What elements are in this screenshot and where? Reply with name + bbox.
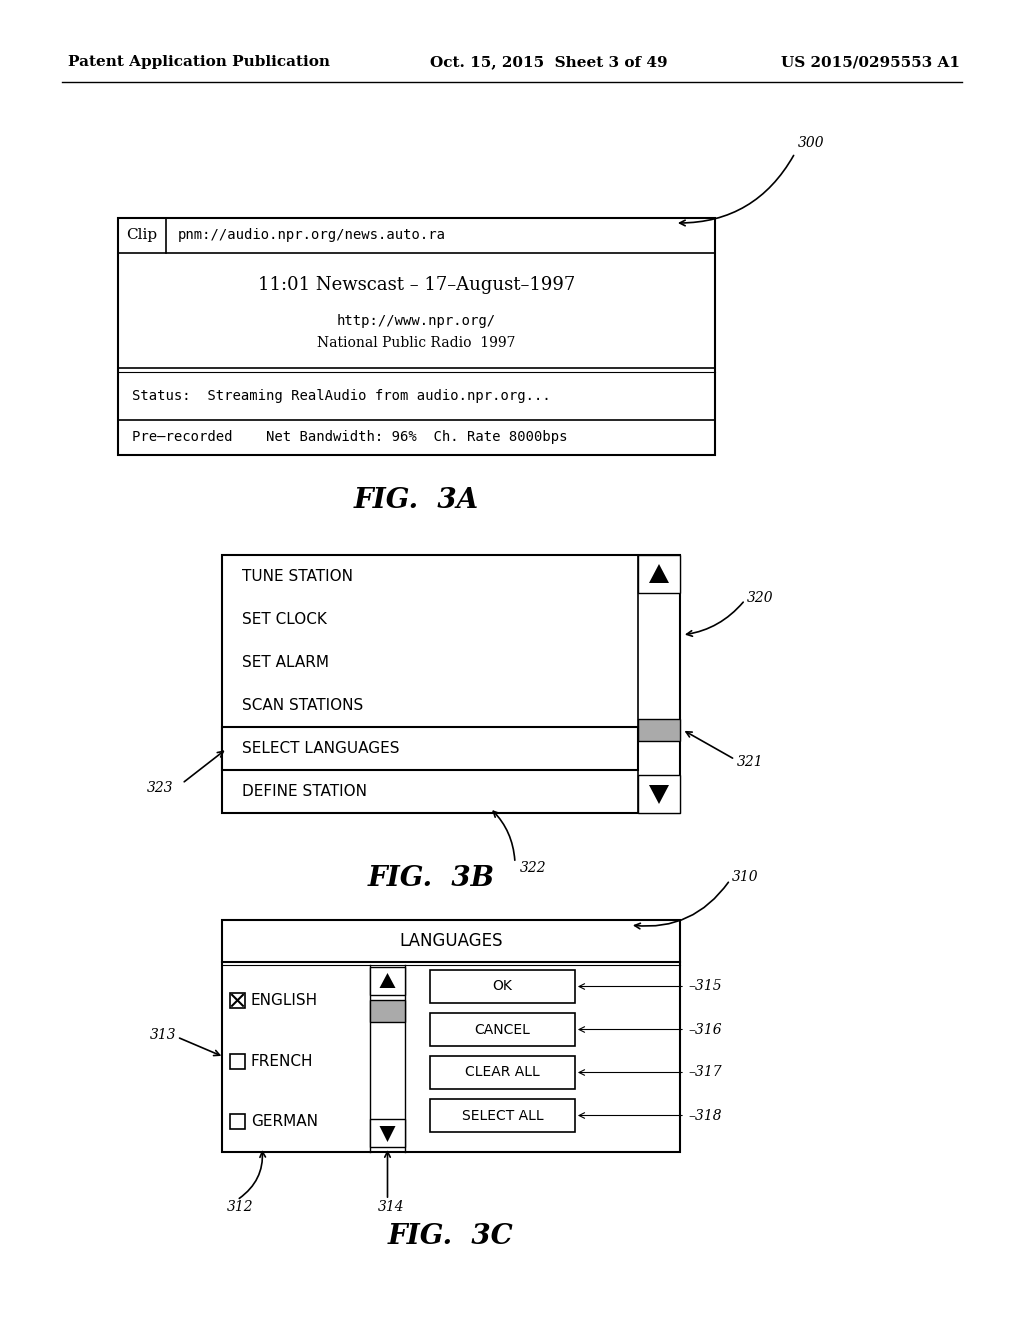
Text: CLEAR ALL: CLEAR ALL [465, 1065, 540, 1080]
Bar [222, 554, 680, 813]
Text: 312: 312 [227, 1200, 254, 1214]
Text: TUNE STATION: TUNE STATION [242, 569, 353, 583]
Polygon shape [380, 1126, 395, 1142]
Bar [370, 968, 406, 995]
Text: SET ALARM: SET ALARM [242, 655, 329, 671]
Bar [370, 1119, 406, 1147]
Bar [230, 1114, 245, 1129]
Polygon shape [649, 564, 669, 583]
Text: –318: –318 [688, 1109, 722, 1122]
Bar [430, 1056, 575, 1089]
Text: 300: 300 [798, 136, 824, 150]
Text: SELECT ALL: SELECT ALL [462, 1109, 544, 1122]
Bar [430, 1012, 575, 1045]
Bar [430, 1100, 575, 1133]
Bar [638, 554, 680, 593]
Bar [638, 718, 680, 741]
Bar [638, 775, 680, 813]
Text: 323: 323 [147, 781, 174, 796]
Text: GERMAN: GERMAN [251, 1114, 318, 1129]
Bar [230, 1053, 245, 1068]
Text: –315: –315 [688, 979, 722, 994]
Text: 322: 322 [520, 861, 547, 875]
Text: FRENCH: FRENCH [251, 1053, 313, 1068]
Text: FIG.  3C: FIG. 3C [388, 1224, 514, 1250]
Text: DEFINE STATION: DEFINE STATION [242, 784, 367, 799]
Text: FIG.  3B: FIG. 3B [368, 865, 495, 891]
Text: ENGLISH: ENGLISH [251, 993, 318, 1008]
Text: 310: 310 [732, 870, 759, 884]
Text: FIG.  3A: FIG. 3A [354, 487, 479, 513]
Text: 11:01 Newscast – 17–August–1997: 11:01 Newscast – 17–August–1997 [258, 276, 575, 294]
Bar [222, 920, 680, 1152]
Text: Clip: Clip [126, 228, 157, 243]
Text: Patent Application Publication: Patent Application Publication [68, 55, 330, 69]
Polygon shape [649, 785, 669, 804]
Text: US 2015/0295553 A1: US 2015/0295553 A1 [781, 55, 961, 69]
Text: SELECT LANGUAGES: SELECT LANGUAGES [242, 741, 399, 756]
Text: SCAN STATIONS: SCAN STATIONS [242, 698, 364, 713]
Text: 321: 321 [737, 755, 764, 768]
Text: –317: –317 [688, 1065, 722, 1080]
Text: CANCEL: CANCEL [474, 1023, 530, 1036]
Polygon shape [380, 973, 395, 987]
Text: 320: 320 [746, 591, 773, 605]
Text: Status:  Streaming RealAudio from audio.npr.org...: Status: Streaming RealAudio from audio.n… [132, 389, 551, 403]
Bar [370, 1001, 406, 1022]
Text: LANGUAGES: LANGUAGES [399, 932, 503, 950]
Text: Pre–recorded    Net Bandwidth: 96%  Ch. Rate 8000bps: Pre–recorded Net Bandwidth: 96% Ch. Rate… [132, 430, 567, 445]
Bar [118, 218, 715, 455]
Text: Oct. 15, 2015  Sheet 3 of 49: Oct. 15, 2015 Sheet 3 of 49 [430, 55, 668, 69]
Text: OK: OK [493, 979, 512, 994]
Text: SET CLOCK: SET CLOCK [242, 612, 327, 627]
Bar [230, 993, 245, 1008]
Text: National Public Radio  1997: National Public Radio 1997 [317, 337, 516, 350]
Bar [222, 727, 638, 770]
Text: 313: 313 [150, 1028, 176, 1041]
Text: 314: 314 [378, 1200, 404, 1214]
Bar [430, 970, 575, 1003]
Text: –316: –316 [688, 1023, 722, 1036]
Text: http://www.npr.org/: http://www.npr.org/ [337, 314, 496, 327]
Text: pnm://audio.npr.org/news.auto.ra: pnm://audio.npr.org/news.auto.ra [178, 228, 446, 243]
